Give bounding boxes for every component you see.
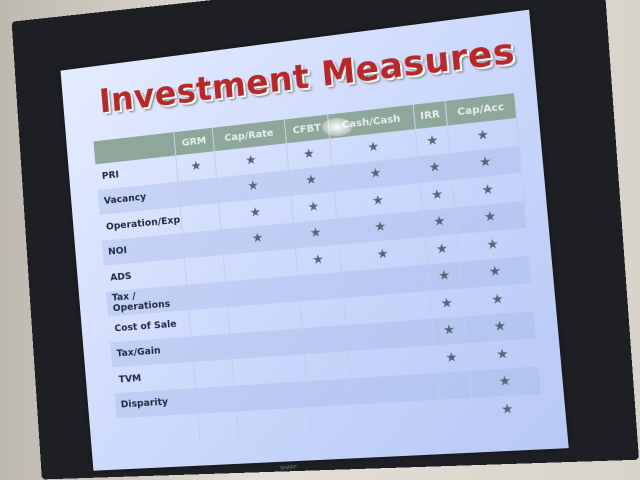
- light-glare: [322, 118, 352, 136]
- star-icon: ★: [293, 218, 339, 249]
- star-icon: ★: [427, 261, 462, 292]
- empty-cell: [297, 271, 344, 302]
- star-icon: ★: [417, 152, 452, 184]
- empty-cell: [304, 351, 351, 381]
- star-icon: ★: [424, 234, 460, 265]
- star-icon: ★: [290, 191, 337, 223]
- empty-cell: [436, 370, 472, 400]
- empty-cell: [180, 203, 221, 233]
- column-header: IRR: [413, 101, 448, 130]
- measures-table: GRM Cap/Rate CFBT Cash/Cash IRR Cap/Acc PRI ★ ★…: [93, 93, 545, 444]
- empty-cell: [236, 407, 312, 438]
- tv-brand-logo: SHARP: [279, 464, 298, 472]
- empty-cell: [184, 255, 225, 285]
- empty-cell: [439, 397, 474, 427]
- empty-cell: [193, 359, 234, 388]
- empty-cell: [189, 307, 230, 336]
- empty-cell: [178, 177, 219, 207]
- empty-cell: [308, 404, 355, 434]
- star-icon: ★: [434, 343, 469, 373]
- empty-cell: [299, 297, 346, 328]
- star-icon: ★: [466, 338, 540, 371]
- row-label: [116, 413, 201, 444]
- star-icon: ★: [420, 179, 455, 211]
- empty-cell: [302, 324, 349, 355]
- star-icon: ★: [176, 151, 217, 182]
- empty-cell: [197, 411, 239, 440]
- star-icon: ★: [468, 366, 542, 398]
- star-icon: ★: [471, 393, 545, 426]
- star-icon: ★: [429, 288, 464, 319]
- empty-cell: [352, 399, 442, 432]
- empty-cell: [191, 333, 232, 362]
- star-icon: ★: [295, 244, 342, 275]
- empty-cell: [182, 229, 223, 259]
- star-icon: ★: [431, 315, 467, 346]
- empty-cell: [306, 377, 353, 408]
- empty-cell: [186, 281, 228, 311]
- star-icon: ★: [422, 207, 457, 238]
- presentation-slide: Investment Measures GRM Cap/Rate CFBT Cash/…: [60, 9, 569, 471]
- star-icon: ★: [415, 125, 450, 157]
- empty-cell: [195, 385, 237, 414]
